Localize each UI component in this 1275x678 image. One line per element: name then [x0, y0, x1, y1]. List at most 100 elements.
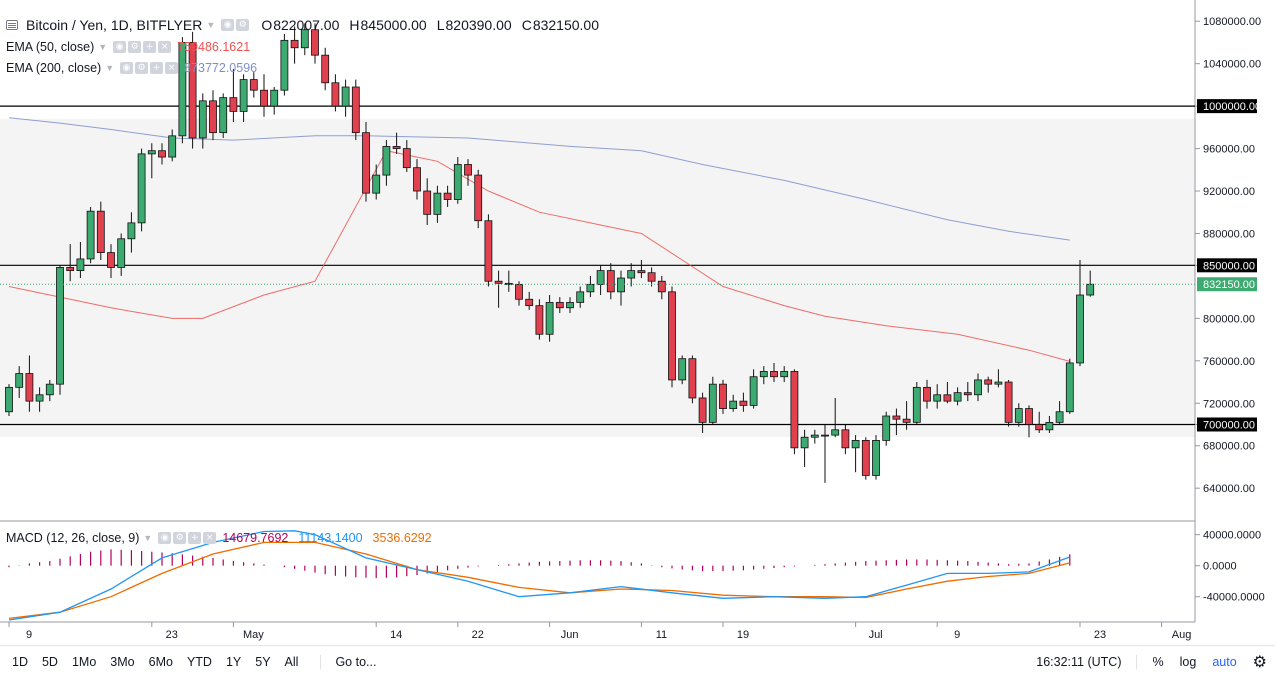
gear-icon[interactable]: ⚙ [1252, 652, 1267, 671]
range-button-1d[interactable]: 1D [12, 655, 28, 669]
chevron-down-icon[interactable]: ▼ [143, 533, 153, 543]
candle-body [923, 386, 931, 402]
candle [392, 132, 401, 154]
symbol-title[interactable]: Bitcoin / Yen, 1D, BITFLYER [26, 17, 203, 33]
candle [198, 93, 207, 149]
add-icon[interactable]: + [188, 532, 202, 544]
utc-clock[interactable]: 16:32:11 (UTC) [1036, 654, 1137, 669]
candle [729, 394, 738, 412]
candle-body [474, 174, 483, 222]
candle-body [382, 146, 391, 176]
candle-body [688, 358, 697, 399]
candle-body [576, 291, 585, 303]
candle [107, 244, 115, 279]
candle-body [484, 220, 493, 282]
macd-label[interactable]: MACD (12, 26, close, 9) [6, 531, 140, 545]
candle-body [168, 135, 177, 158]
candle-body [525, 298, 534, 307]
chevron-down-icon[interactable]: ▼ [206, 20, 216, 30]
time-label: 22 [472, 629, 484, 641]
range-button-1mo[interactable]: 1Mo [71, 655, 97, 669]
main-series-legend: Bitcoin / Yen, 1D, BITFLYER ▼ ◉ ⚙ O82200… [6, 17, 609, 33]
candle [433, 185, 442, 223]
macd-line-value: 11143.1400 [298, 531, 363, 545]
range-button-5d[interactable]: 5D [41, 655, 58, 669]
range-button-3mo[interactable]: 3Mo [110, 655, 135, 669]
candle [5, 384, 13, 416]
candle-body [127, 222, 136, 240]
candle-body [759, 371, 768, 378]
ohlc-low: L820390.00 [436, 17, 512, 33]
ema50-label[interactable]: EMA (50, close) [6, 40, 95, 54]
candle-body [321, 54, 330, 84]
chevron-down-icon[interactable]: ▼ [98, 42, 108, 52]
range-button-1y[interactable]: 1Y [225, 655, 242, 669]
candle-body [15, 373, 24, 388]
percent-scale-toggle[interactable]: % [1152, 654, 1164, 669]
candle [484, 214, 493, 287]
chevron-down-icon[interactable]: ▼ [105, 63, 115, 73]
hline-price-label-bg [1197, 417, 1257, 432]
candle [1055, 401, 1064, 425]
candle [270, 87, 279, 115]
candle-body [76, 258, 85, 272]
candle [1065, 358, 1074, 414]
candle-body [861, 440, 870, 476]
ema200-label[interactable]: EMA (200, close) [6, 61, 102, 75]
candle [443, 185, 452, 207]
candle-body [1035, 424, 1044, 431]
candle-body [270, 89, 279, 107]
candle-body [443, 192, 452, 200]
candle-body [464, 164, 472, 176]
last-price-label: 832150.00 [1203, 279, 1255, 291]
candle [453, 157, 462, 204]
candle-body [974, 379, 982, 396]
candle-body [637, 270, 646, 274]
candle [759, 366, 768, 385]
candle [362, 122, 370, 202]
time-label: 9 [954, 629, 960, 641]
range-button-6mo[interactable]: 6Mo [148, 655, 173, 669]
range-button-ytd[interactable]: YTD [186, 655, 212, 669]
candle-body [300, 29, 309, 49]
range-button-5y[interactable]: 5Y [255, 655, 271, 669]
ohlc-open: O822007.00 [261, 17, 340, 33]
candle [464, 159, 472, 186]
candle [249, 72, 258, 98]
eye-icon[interactable]: ◉ [221, 19, 235, 31]
auto-scale-toggle[interactable]: auto [1212, 654, 1237, 669]
candle-body [739, 400, 748, 406]
add-icon[interactable]: + [143, 41, 157, 53]
time-label: Aug [1172, 629, 1192, 641]
candle-body [45, 383, 54, 396]
range-button-all[interactable]: All [284, 655, 299, 669]
settings-icon[interactable]: ⚙ [128, 41, 142, 53]
price-tick-label: 680000.00 [1203, 441, 1255, 453]
candle-body [647, 272, 656, 282]
settings-icon[interactable]: ⚙ [236, 19, 250, 31]
goto-button[interactable]: Go to... [320, 655, 376, 669]
settings-icon[interactable]: ⚙ [173, 532, 187, 544]
log-scale-toggle[interactable]: log [1179, 654, 1197, 669]
close-icon[interactable]: × [165, 62, 179, 74]
candle [260, 74, 268, 117]
eye-icon[interactable]: ◉ [120, 62, 134, 74]
add-icon[interactable]: + [150, 62, 164, 74]
candle [586, 275, 595, 298]
candle-body [698, 397, 707, 423]
hamburger-menu-icon[interactable] [6, 20, 18, 30]
candle [331, 74, 340, 112]
candle-body [504, 282, 513, 285]
time-label: 11 [656, 629, 667, 641]
chart-canvas[interactable]: 1080000.00 1040000.00 1000000.00 960000.00 9… [0, 0, 1275, 645]
candle-body [229, 97, 238, 112]
close-icon[interactable]: × [158, 41, 172, 53]
candle-body [749, 376, 758, 406]
eye-icon[interactable]: ◉ [158, 532, 172, 544]
candle-body [719, 383, 727, 409]
eye-icon[interactable]: ◉ [113, 41, 127, 53]
candle [15, 366, 24, 398]
settings-icon[interactable]: ⚙ [135, 62, 149, 74]
candle [1014, 403, 1023, 427]
close-icon[interactable]: × [203, 532, 217, 544]
